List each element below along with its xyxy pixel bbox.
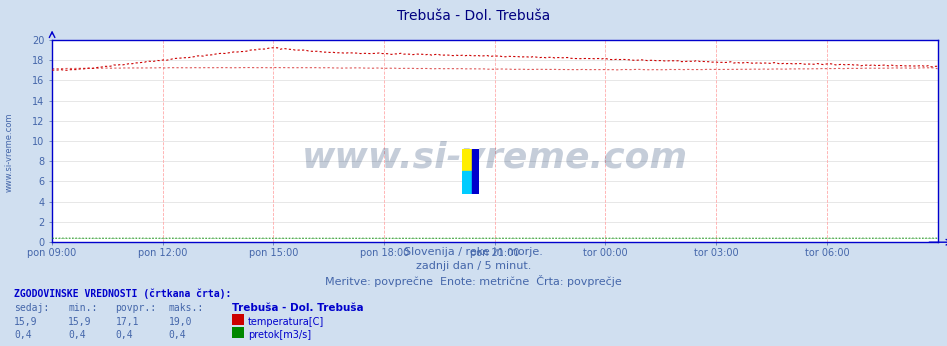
Bar [462, 171, 472, 194]
Text: temperatura[C]: temperatura[C] [248, 317, 325, 327]
Text: www.si-vreme.com: www.si-vreme.com [302, 140, 688, 174]
Text: 19,0: 19,0 [169, 317, 192, 327]
Text: 15,9: 15,9 [14, 317, 38, 327]
Text: 0,4: 0,4 [68, 330, 86, 340]
Text: Trebuša - Dol. Trebuša: Trebuša - Dol. Trebuša [397, 9, 550, 22]
Bar [472, 149, 479, 194]
Text: sedaj:: sedaj: [14, 303, 49, 313]
Text: 0,4: 0,4 [169, 330, 187, 340]
Text: pretok[m3/s]: pretok[m3/s] [248, 330, 312, 340]
Text: www.si-vreme.com: www.si-vreme.com [5, 112, 14, 192]
Text: 17,1: 17,1 [116, 317, 139, 327]
Bar [462, 149, 472, 171]
Text: zadnji dan / 5 minut.: zadnji dan / 5 minut. [416, 261, 531, 271]
Text: Meritve: povprečne  Enote: metrične  Črta: povprečje: Meritve: povprečne Enote: metrične Črta:… [325, 275, 622, 287]
Text: Slovenija / reke in morje.: Slovenija / reke in morje. [404, 247, 543, 257]
Text: povpr.:: povpr.: [116, 303, 156, 313]
Text: maks.:: maks.: [169, 303, 204, 313]
Text: Trebuša - Dol. Trebuša: Trebuša - Dol. Trebuša [232, 303, 364, 313]
Text: 0,4: 0,4 [116, 330, 134, 340]
Text: ZGODOVINSKE VREDNOSTI (črtkana črta):: ZGODOVINSKE VREDNOSTI (črtkana črta): [14, 289, 232, 299]
Text: 0,4: 0,4 [14, 330, 32, 340]
Text: 15,9: 15,9 [68, 317, 92, 327]
Text: min.:: min.: [68, 303, 98, 313]
